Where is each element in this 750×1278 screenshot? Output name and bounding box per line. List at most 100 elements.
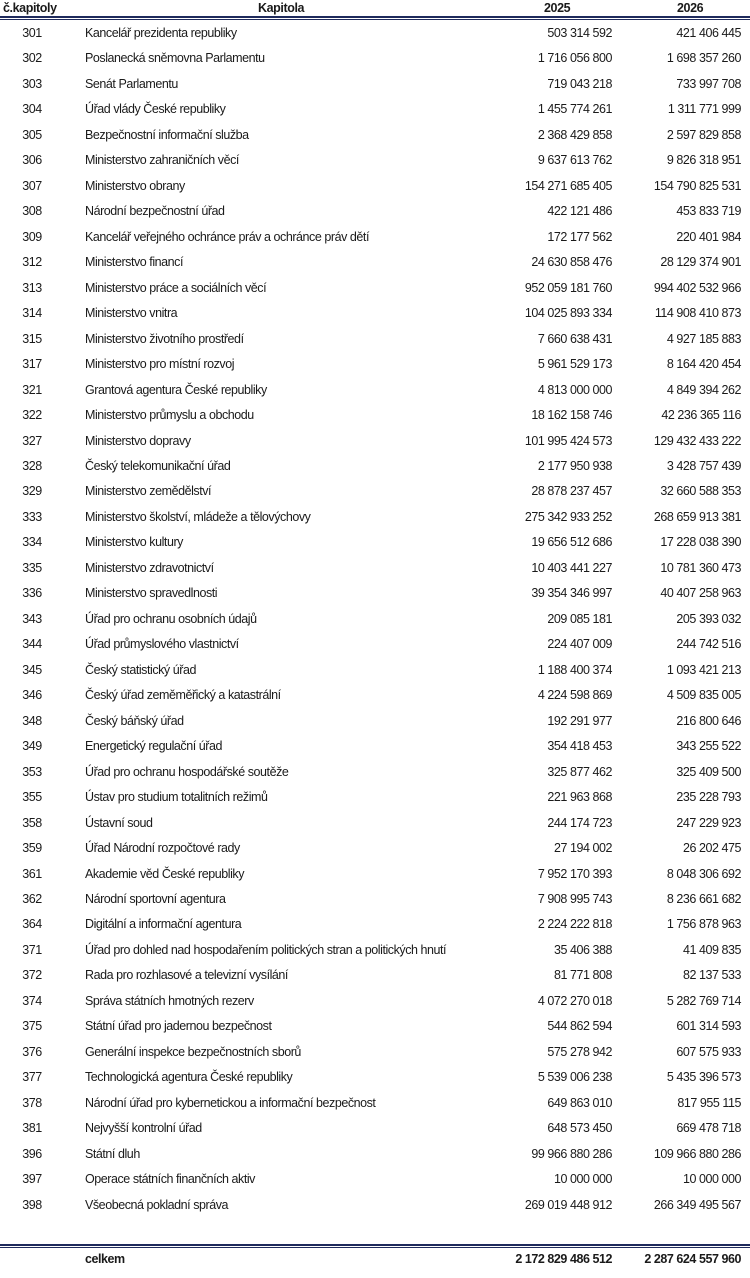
table-row: 303 Senát Parlamentu 719 043 218 733 997 70… — [0, 72, 750, 97]
value-2025: 1 716 056 800 — [537, 51, 613, 66]
chapter-code: 301 — [22, 26, 42, 40]
chapter-name: Digitální a informační agentura — [85, 917, 242, 932]
value-2025: 10 000 000 — [553, 1172, 613, 1187]
table-row: 327 Ministerstvo dopravy 101 995 424 573 12… — [0, 429, 750, 454]
chapter-code: 334 — [22, 535, 42, 550]
chapter-name: Úřad pro ochranu osobních údajů — [85, 611, 257, 626]
chapter-name: Ministerstvo obrany — [85, 178, 185, 193]
chapter-name: Operace státních finančních aktiv — [85, 1172, 255, 1187]
value-2025: 7 908 995 743 — [537, 891, 613, 906]
value-2025: 4 224 598 869 — [537, 688, 613, 703]
chapter-code: 374 — [22, 993, 42, 1008]
value-2025: 209 085 181 — [547, 611, 612, 626]
chapter-code: 303 — [22, 76, 42, 91]
value-2025: 275 342 933 252 — [524, 509, 613, 524]
total-divider — [0, 1244, 750, 1248]
chapter-code: 371 — [22, 942, 42, 957]
chapter-code: 306 — [22, 153, 42, 168]
table-row: 308 Národní bezpečnostní úřad 422 121 486 4… — [0, 199, 750, 224]
table-row: 315 Ministerstvo životního prostředí 7 660… — [0, 327, 750, 352]
value-2026: 343 255 522 — [676, 739, 741, 754]
value-2026: 10 781 360 473 — [660, 560, 741, 575]
chapter-name: Národní bezpečnostní úřad — [85, 204, 225, 219]
table-row: 307 Ministerstvo obrany 154 271 685 405 154… — [0, 174, 750, 199]
value-2026: 41 409 835 — [682, 942, 742, 957]
table-row: 355 Ústav pro studium totalitních režimů 2… — [0, 785, 750, 810]
value-2025: 719 043 218 — [547, 76, 612, 91]
table-row: 317 Ministerstvo pro místní rozvoj 5 961 5… — [0, 352, 750, 377]
value-2026: 1 093 421 213 — [666, 662, 742, 677]
chapter-code: 355 — [22, 790, 42, 805]
table-row: 398 Všeobecná pokladní správa 269 019 448 … — [0, 1193, 750, 1218]
value-2026: 1 311 771 999 — [667, 102, 742, 117]
chapter-name: Všeobecná pokladní správa — [85, 1197, 229, 1212]
chapter-name: Český telekomunikační úřad — [85, 458, 231, 473]
chapter-name: Ústav pro studium totalitních režimů — [85, 790, 268, 805]
value-2026: 129 432 433 222 — [653, 433, 742, 448]
value-2026: 220 401 984 — [676, 229, 741, 244]
header-2025: 2025 — [544, 1, 571, 15]
value-2025: 503 314 592 — [547, 26, 612, 40]
table-row: 348 Český báňský úřad 192 291 977 216 800 6… — [0, 709, 750, 734]
value-2026: 601 314 593 — [676, 1019, 741, 1034]
chapter-name: Ministerstvo financí — [85, 255, 183, 270]
table-row: 378 Národní úřad pro kybernetickou a info… — [0, 1091, 750, 1116]
chapter-code: 317 — [22, 357, 42, 372]
table-row: 396 Státní dluh 99 966 880 286 109 966 880 … — [0, 1142, 750, 1167]
value-2025: 7 660 638 431 — [537, 331, 613, 346]
table-row: 359 Úřad Národní rozpočtové rady 27 194 00… — [0, 836, 750, 861]
table-row: 377 Technologická agentura České republik… — [0, 1065, 750, 1090]
header-2026: 2026 — [677, 1, 704, 15]
chapter-code: 346 — [22, 688, 42, 703]
value-2025: 5 539 006 238 — [537, 1070, 613, 1085]
value-2025: 575 278 942 — [547, 1044, 612, 1059]
value-2025: 1 188 400 374 — [537, 662, 613, 677]
chapter-name: Nejvyšší kontrolní úřad — [85, 1121, 202, 1136]
chapter-code: 307 — [22, 178, 42, 193]
value-2025: 544 862 594 — [547, 1019, 612, 1034]
value-2026: 817 955 115 — [677, 1095, 741, 1110]
chapter-code: 362 — [22, 891, 42, 906]
value-2026: 1 756 878 963 — [666, 917, 742, 932]
chapter-code: 378 — [22, 1095, 42, 1110]
chapter-code: 376 — [22, 1044, 42, 1059]
value-2026: 216 800 646 — [676, 713, 741, 728]
value-2026: 4 927 185 883 — [666, 331, 742, 346]
total-row: celkem 2 172 829 486 512 2 287 624 557 9… — [0, 1247, 750, 1272]
chapter-code: 377 — [22, 1070, 42, 1085]
value-2025: 18 162 158 746 — [531, 408, 612, 423]
chapter-name: Ústavní soud — [85, 815, 153, 830]
value-2026: 8 164 420 454 — [666, 357, 742, 372]
table-row: 309 Kancelář veřejného ochránce práv a oc… — [0, 225, 750, 250]
chapter-name: Státní úřad pro jadernou bezpečnost — [85, 1019, 272, 1034]
value-2026: 8 236 661 682 — [666, 891, 742, 906]
total-2025: 2 172 829 486 512 — [515, 1252, 612, 1266]
value-2026: 114 908 410 873 — [654, 306, 742, 321]
table-row: 374 Správa státních hmotných rezerv 4 072 … — [0, 989, 750, 1014]
value-2025: 952 059 181 760 — [524, 280, 613, 295]
table-row: 344 Úřad průmyslového vlastnictví 224 407 … — [0, 632, 750, 657]
table-row: 301 Kancelář prezidenta republiky 503 314 … — [0, 21, 750, 46]
chapter-code: 302 — [22, 51, 42, 66]
value-2026: 247 229 923 — [676, 815, 741, 830]
value-2025: 221 963 868 — [547, 790, 612, 805]
value-2026: 607 575 933 — [676, 1044, 741, 1059]
chapter-code: 353 — [22, 764, 42, 779]
value-2026: 5 282 769 714 — [666, 993, 742, 1008]
table-row: 304 Úřad vlády České republiky 1 455 774 2… — [0, 97, 750, 122]
table-row: 312 Ministerstvo financí 24 630 858 476 28 … — [0, 250, 750, 275]
value-2025: 28 878 237 457 — [531, 484, 612, 499]
chapter-code: 381 — [22, 1121, 42, 1136]
chapter-name: Úřad průmyslového vlastnictví — [85, 637, 239, 652]
chapter-name: Ministerstvo pro místní rozvoj — [85, 357, 235, 372]
value-2025: 5 961 529 173 — [537, 357, 613, 372]
value-2026: 154 790 825 531 — [653, 178, 742, 193]
value-2025: 192 291 977 — [547, 713, 612, 728]
chapter-name: Akademie věd České republiky — [85, 866, 245, 881]
value-2026: 17 228 038 390 — [660, 535, 741, 550]
chapter-code: 361 — [22, 866, 42, 881]
value-2025: 4 072 270 018 — [537, 993, 613, 1008]
chapter-code: 372 — [22, 968, 42, 983]
chapter-name: Kancelář veřejného ochránce práv a ochrá… — [85, 229, 369, 244]
value-2025: 104 025 893 334 — [524, 306, 613, 321]
